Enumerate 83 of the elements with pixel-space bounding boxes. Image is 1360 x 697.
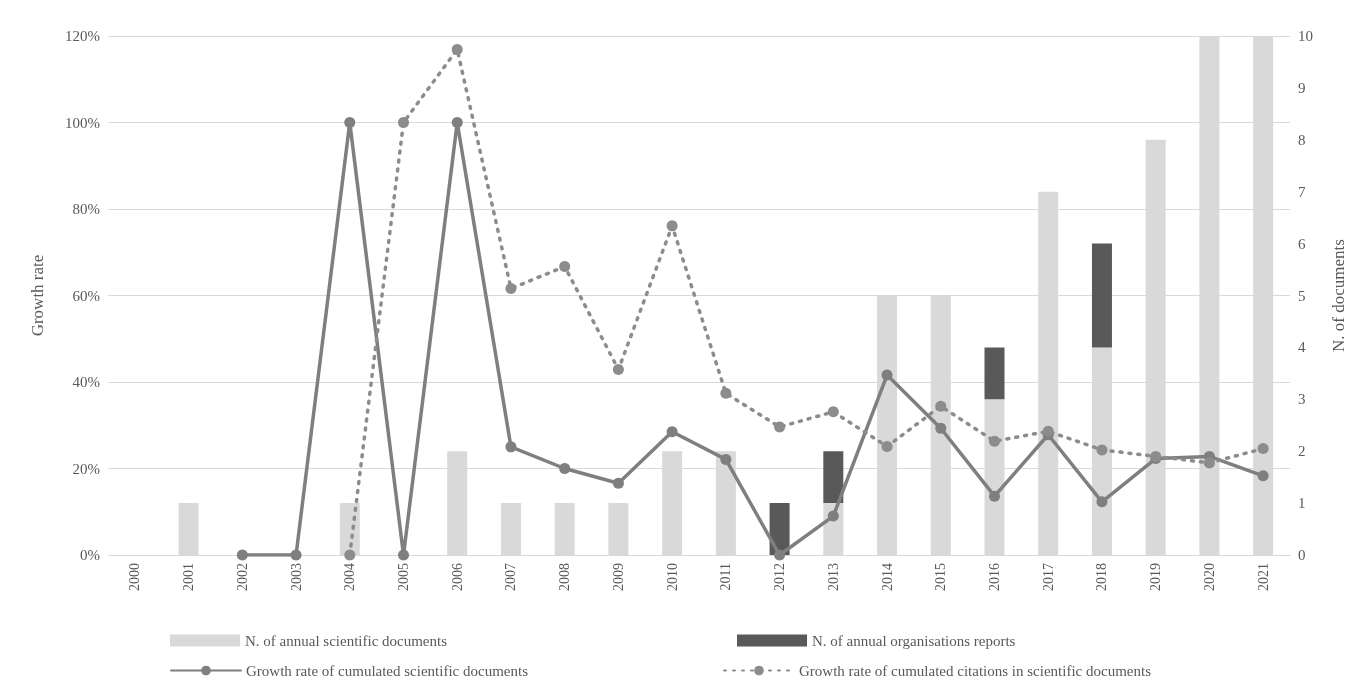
point xyxy=(1257,443,1269,455)
y2-tick-label: 2 xyxy=(1298,443,1306,460)
point xyxy=(774,421,786,433)
point xyxy=(720,453,732,465)
x-tick-label: 2002 xyxy=(234,563,250,591)
x-tick-label: 2000 xyxy=(127,563,143,591)
bar xyxy=(823,451,844,504)
point xyxy=(989,435,1000,447)
y-tick-label: 80% xyxy=(72,201,100,217)
point xyxy=(451,43,463,55)
point xyxy=(505,283,517,295)
point xyxy=(612,477,624,489)
x-tick-label: 2021 xyxy=(1255,563,1271,591)
point xyxy=(1257,470,1269,482)
y2-tick-label: 10 xyxy=(1298,28,1313,44)
point xyxy=(881,440,893,452)
point xyxy=(344,117,356,128)
x-tick-label: 2020 xyxy=(1201,563,1217,591)
y2-axis-title: N. of documents xyxy=(1329,239,1348,352)
point xyxy=(774,549,786,561)
point xyxy=(612,363,624,375)
point xyxy=(398,117,409,128)
point xyxy=(451,117,463,128)
legend-label: Growth rate of cumulated citations in scientific documents xyxy=(798,662,1152,679)
y2-tick-label: 8 xyxy=(1298,131,1306,148)
x-tick-label: 2008 xyxy=(557,563,573,591)
point xyxy=(344,549,356,561)
point xyxy=(1203,457,1215,469)
x-tick-label: 2011 xyxy=(718,563,734,591)
x-tick-label: 2013 xyxy=(825,563,841,591)
x-tick-label: 2007 xyxy=(503,563,519,591)
point xyxy=(1096,496,1108,508)
x-tick-label: 2018 xyxy=(1094,563,1110,591)
point xyxy=(559,463,571,474)
point xyxy=(827,406,839,418)
x-tick-label: 2006 xyxy=(449,563,465,591)
y2-tick-label: 3 xyxy=(1298,391,1306,408)
x-tick-label: 2012 xyxy=(772,563,788,591)
point xyxy=(236,549,248,561)
y-tick-label: 100% xyxy=(65,114,100,131)
x-tick-label: 2009 xyxy=(610,563,626,591)
point xyxy=(666,220,678,232)
x-tick-label: 2014 xyxy=(879,563,895,591)
point xyxy=(935,422,947,434)
x-tick-label: 2016 xyxy=(987,563,1002,591)
legend-label: N. of annual organisations reports xyxy=(812,632,1016,649)
y2-tick-label: 6 xyxy=(1298,235,1306,252)
point xyxy=(720,387,732,399)
y-tick-label: 120% xyxy=(65,28,100,44)
y2-tick-label: 1 xyxy=(1298,495,1306,512)
point xyxy=(827,510,839,522)
y-tick-label: 60% xyxy=(72,287,100,304)
x-tick-label: 2004 xyxy=(342,563,358,591)
y2-tick-label: 5 xyxy=(1298,287,1306,304)
point xyxy=(935,400,947,412)
x-tick-label: 2003 xyxy=(288,563,304,591)
point xyxy=(989,490,1000,502)
y-axis-title: Growth rate xyxy=(28,254,47,337)
legend-label: Growth rate of cumulated scientific documents xyxy=(246,662,529,679)
point xyxy=(398,549,409,561)
y-tick-label: 0% xyxy=(80,547,100,563)
x-tick-label: 2005 xyxy=(396,563,411,591)
y-tick-label: 40% xyxy=(72,374,100,390)
legend-label: N. of annual scientific documents xyxy=(245,632,448,649)
x-tick-label: 2015 xyxy=(933,563,949,591)
y2-tick-label: 9 xyxy=(1298,79,1306,96)
y2-tick-label: 7 xyxy=(1298,183,1306,200)
point xyxy=(505,441,517,453)
y-tick-label: 20% xyxy=(72,460,100,477)
bar xyxy=(1091,243,1112,348)
point xyxy=(559,261,571,273)
y2-tick-label: 4 xyxy=(1298,339,1306,356)
point xyxy=(666,426,678,438)
y2-tick-label: 0 xyxy=(1298,547,1306,563)
point xyxy=(1096,444,1108,456)
bar xyxy=(984,347,1005,400)
point xyxy=(881,369,893,381)
point xyxy=(290,549,302,561)
point xyxy=(1042,425,1054,437)
x-tick-label: 2017 xyxy=(1040,563,1056,591)
x-tick-label: 2010 xyxy=(664,563,680,591)
x-tick-label: 2019 xyxy=(1148,563,1164,591)
x-tick-label: 2001 xyxy=(181,563,197,591)
